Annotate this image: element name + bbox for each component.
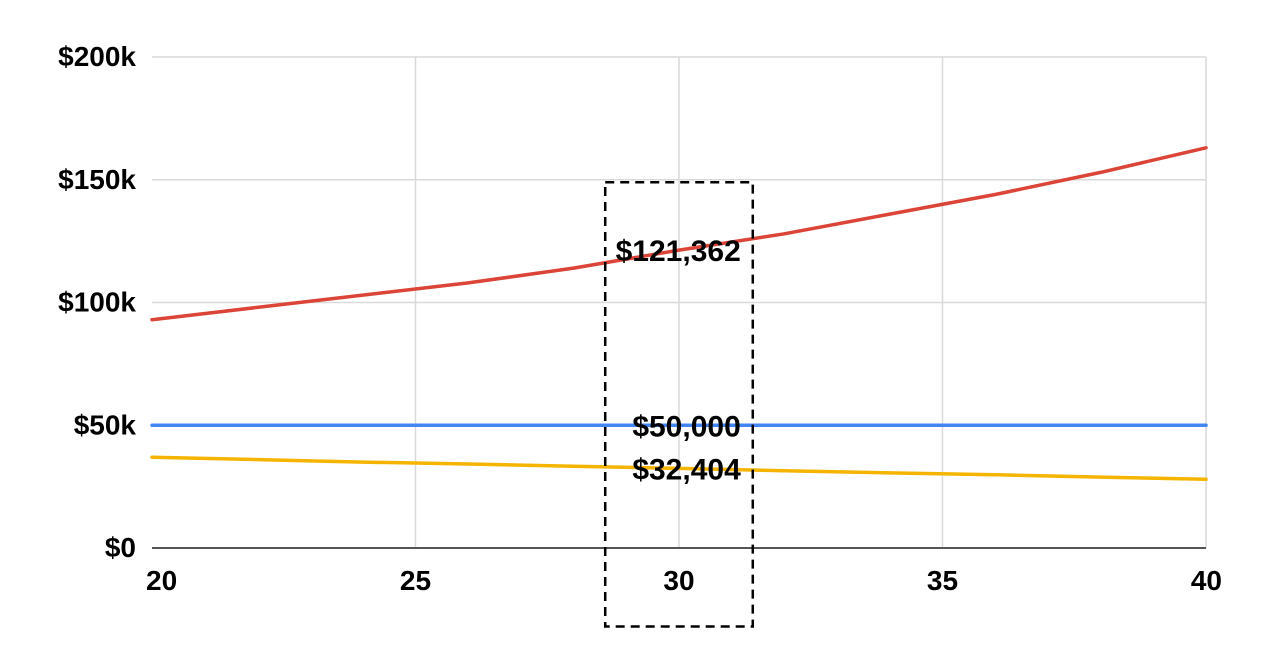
series-line-0 [150,146,1208,322]
value-annotation-1: $50,000 [632,410,740,443]
x-tick-label-1: 25 [400,565,431,596]
series-line-2 [150,455,1208,482]
x-tick-labels: 20 25 30 35 40 [146,565,1222,596]
series-lines [150,146,1208,482]
value-annotation-2: $32,404 [632,453,741,486]
y-tick-label-4: $200k [58,41,136,72]
value-annotations: $121,362 $50,000 $32,404 [616,235,741,486]
y-tick-label-0: $0 [105,532,136,563]
x-tick-label-0: 20 [146,565,177,596]
y-tick-label-2: $100k [58,287,136,318]
highlight-box [603,180,755,628]
y-tick-label-3: $150k [58,164,136,195]
y-tick-labels: $0 $50k $100k $150k $200k [58,41,136,563]
x-tick-label-4: 40 [1191,565,1222,596]
y-tick-label-1: $50k [74,409,137,440]
x-tick-label-3: 35 [927,565,958,596]
value-annotation-0: $121,362 [616,235,741,268]
x-tick-label-2: 30 [663,565,694,596]
